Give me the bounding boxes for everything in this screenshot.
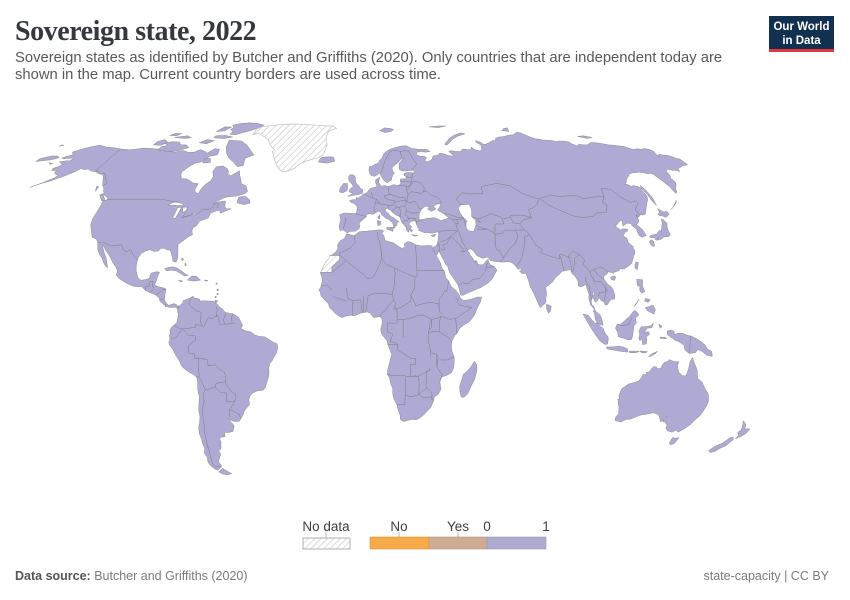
svg-text:1: 1	[542, 519, 550, 534]
svg-text:No data: No data	[302, 519, 350, 534]
svg-text:No: No	[390, 519, 407, 534]
svg-text:Yes: Yes	[447, 519, 469, 534]
svg-text:0: 0	[483, 519, 491, 534]
